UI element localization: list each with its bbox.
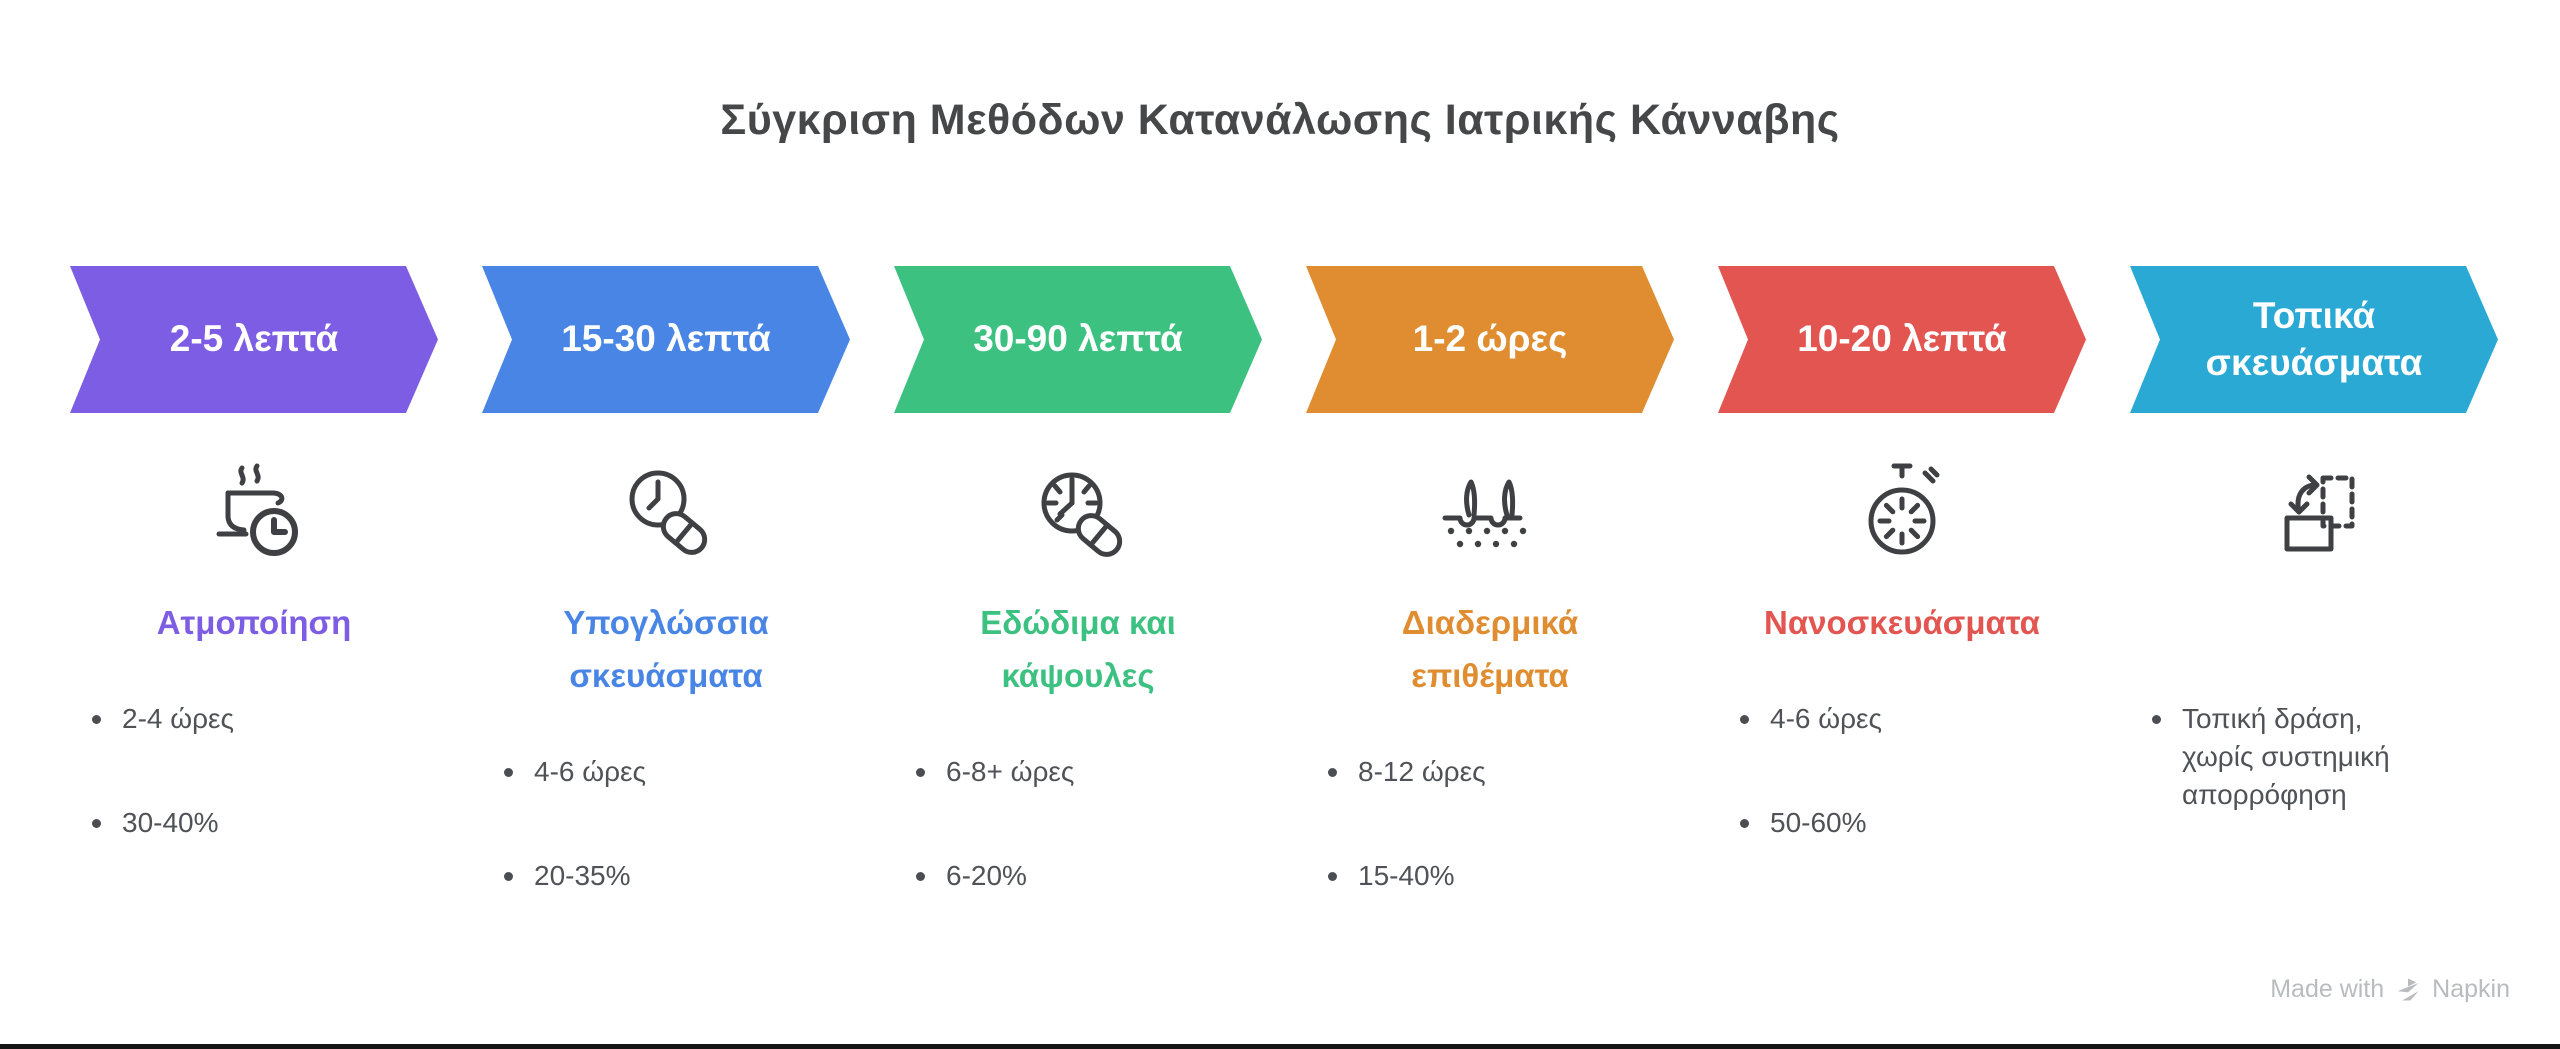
watchface-pill-icon <box>1041 472 1123 557</box>
duration-banner: Τοπικά σκευάσματα <box>2130 266 2498 413</box>
method-column: Τοπικά σκευάσματα Τοπική δράση, χωρίς συ… <box>2130 266 2498 880</box>
bullet-list: Τοπική δράση, χωρίς συστημική απορρόφηση <box>2130 700 2498 814</box>
method-heading: Νανοσκευάσματα <box>1764 604 2040 641</box>
method-heading: Διαδερμικά επιθέματα <box>1401 604 1579 694</box>
bullet-list: 2-4 ώρες 30-40% <box>70 700 438 842</box>
cup-steam-clock-icon <box>216 463 298 556</box>
stopwatch-icon <box>1868 463 1940 555</box>
method-icon-wrap <box>70 457 438 569</box>
method-column: 2-5 λεπτά Ατμοποίηση 2-4 ώρες 30-40% <box>70 266 438 908</box>
method-heading: Υπογλώσσια σκευάσματα <box>563 604 769 694</box>
topical-transform-icon <box>2284 474 2355 552</box>
method-icon-wrap <box>1718 457 2086 569</box>
duration-label: 10-20 λεπτά <box>1797 318 2007 360</box>
bullet-item: 4-6 ώρες <box>504 753 776 791</box>
method-heading: Ατμοποίηση <box>156 604 352 641</box>
bullet-item: 2-4 ώρες <box>92 700 364 738</box>
bullet-list: 8-12 ώρες 15-40% <box>1306 753 1674 895</box>
napkin-credit: Made with Napkin <box>2270 975 2510 1004</box>
method-heading: Εδώδιμα και κάψουλες <box>980 604 1176 694</box>
made-with-text: Made with <box>2270 975 2385 1003</box>
bullet-item: 30-40% <box>92 804 364 842</box>
duration-label: 15-30 λεπτά <box>561 318 771 360</box>
duration-label: 30-90 λεπτά <box>973 318 1183 360</box>
bullet-item: 50-60% <box>1740 804 2012 842</box>
bullet-item: 8-12 ώρες <box>1328 753 1600 791</box>
skin-hairs-icon <box>1442 479 1527 548</box>
method-icon-wrap <box>1306 457 1674 569</box>
method-column: 10-20 λεπτά Νανοσκευάσματα 4-6 ώρες 50-60… <box>1718 266 2086 908</box>
bullet-item: 4-6 ώρες <box>1740 700 2012 738</box>
method-column: 30-90 λεπτά Εδώδιμα και κάψουλες 6-8+ ώρ… <box>894 266 1262 961</box>
bullet-list: 4-6 ώρες 20-35% <box>482 753 850 895</box>
method-icon-wrap <box>894 457 1262 569</box>
method-column: 15-30 λεπτά Υπογλώσσια σκευάσματα 4-6 ώρ… <box>482 266 850 961</box>
duration-label: Τοπικά σκευάσματα <box>2205 295 2423 383</box>
napkin-logo-icon <box>2397 977 2419 1000</box>
bottom-border <box>0 1044 2560 1049</box>
bullet-item: 6-8+ ώρες <box>916 753 1188 791</box>
duration-banner: 30-90 λεπτά <box>894 266 1262 413</box>
duration-label: 2-5 λεπτά <box>169 318 339 360</box>
duration-banner: 2-5 λεπτά <box>70 266 438 413</box>
clock-pill-icon <box>629 470 708 555</box>
bullet-list: 6-8+ ώρες 6-20% <box>894 753 1262 895</box>
duration-label: 1-2 ώρες <box>1412 318 1568 360</box>
page-title: Σύγκριση Μεθόδων Κατανάλωσης Ιατρικής Κά… <box>720 96 1840 144</box>
bullet-list: 4-6 ώρες 50-60% <box>1718 700 2086 842</box>
bullet-item: Τοπική δράση, χωρίς συστημική απορρόφηση <box>2152 700 2424 814</box>
method-heading <box>2169 597 2459 650</box>
duration-banner: 1-2 ώρες <box>1306 266 1674 413</box>
duration-banner: 10-20 λεπτά <box>1718 266 2086 413</box>
brand-text: Napkin <box>2432 975 2510 1003</box>
bullet-item: 6-20% <box>916 857 1188 895</box>
bullet-item: 20-35% <box>504 857 776 895</box>
bullet-item: 15-40% <box>1328 857 1600 895</box>
method-icon-wrap <box>482 457 850 569</box>
method-icon-wrap <box>2130 457 2498 569</box>
duration-banner: 15-30 λεπτά <box>482 266 850 413</box>
method-column: 1-2 ώρες Διαδερμικά επιθέματα 8-12 ώρες 1… <box>1306 266 1674 961</box>
